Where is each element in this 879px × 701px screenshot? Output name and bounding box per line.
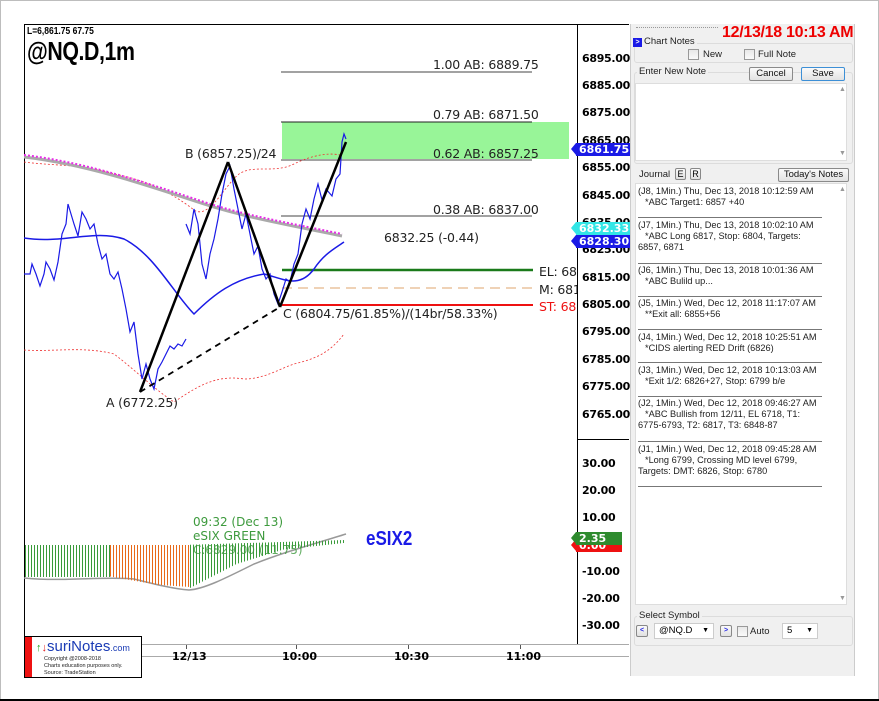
indicator-tick: 20.00: [582, 484, 616, 497]
stop-level-label: ST: 68: [539, 299, 577, 314]
last-price-line: L=6,861.75 67.75: [27, 26, 94, 37]
price-tick: 6815.00: [582, 271, 631, 284]
price-tick: 6795.00: [582, 325, 631, 338]
cancel-button[interactable]: Cancel: [749, 67, 793, 81]
journal-entry[interactable]: (J8, 1Min.) Thu, Dec 13, 2018 10:12:59 A…: [638, 186, 814, 207]
journal-entry[interactable]: (J3, 1Min.) Wed, Dec 12, 2018 10:13:03 A…: [638, 365, 817, 386]
time-label: 10:00: [282, 650, 318, 663]
auto-checkbox-label: Auto: [750, 626, 770, 637]
ma-fast-tag: 6832.33: [570, 222, 632, 235]
esix-close: C:6829.00 (11.75): [193, 543, 303, 557]
arrow-down-icon: ↓: [41, 642, 48, 654]
esix-histogram: [24, 533, 347, 591]
current-reference-label: 6832.25 (-0.44): [384, 230, 479, 245]
chart-notes-label: Chart Notes: [642, 36, 697, 47]
datetime-display: 12/13/18 10:13 AM: [722, 24, 854, 41]
new-checkbox[interactable]: [688, 49, 699, 60]
journal-scroll-up-icon[interactable]: ▲: [839, 186, 846, 193]
target-zone: [282, 122, 569, 159]
fib-level-1-00: 1.00 AB: 6889.75: [433, 57, 539, 72]
fib-level-0-79: 0.79 AB: 6871.50: [433, 107, 539, 122]
time-axis: [24, 644, 629, 657]
esix-indicator-title: eSIX2: [366, 528, 413, 550]
auto-checkbox[interactable]: [737, 626, 748, 637]
save-button[interactable]: Save: [801, 67, 845, 81]
symbol-dropdown[interactable]: @NQ.D ▼: [654, 623, 714, 639]
chart-area[interactable]: [24, 24, 629, 657]
journal-entry[interactable]: (J1, 1Min.) Wed, Dec 12, 2018 09:45:28 A…: [638, 444, 817, 476]
fib-level-0-62: 0.62 AB: 6857.25: [433, 146, 539, 161]
axis-divider: [577, 439, 629, 440]
journal-entry[interactable]: (J7, 1Min.) Thu, Dec 13, 2018 10:02:10 A…: [638, 220, 814, 252]
point-c-label: C (6804.75/61.85%)/(14br/58.33%): [283, 306, 498, 321]
chevron-down-icon: ▼: [702, 627, 709, 634]
fib-level-0-38: 0.38 AB: 6837.00: [433, 202, 539, 217]
indicator-tick: -20.00: [582, 592, 620, 605]
point-a-label: A (6772.25): [106, 395, 178, 410]
new-note-textarea[interactable]: [635, 83, 847, 161]
price-chart-canvas[interactable]: [24, 24, 577, 644]
journal-e-button[interactable]: E: [675, 168, 686, 180]
indicator-value-tag: 2.35: [571, 532, 622, 545]
journal-entry[interactable]: (J5, 1Min.) Wed, Dec 12, 2018 11:17:07 A…: [638, 298, 816, 319]
prev-symbol-button[interactable]: <: [636, 625, 648, 637]
surinotes-logo: ↑↓suriNotes.com Copyright @2008-2018 Cha…: [24, 636, 142, 678]
journal-label: Journal: [637, 169, 673, 180]
journal-list[interactable]: (J8, 1Min.) Thu, Dec 13, 2018 10:12:59 A…: [635, 183, 847, 605]
journal-scroll-down-icon[interactable]: ▼: [839, 595, 846, 602]
journal-r-button[interactable]: R: [690, 168, 701, 180]
expand-chart-notes-icon[interactable]: >: [633, 38, 642, 47]
last-price-tag: 6861.75: [570, 143, 632, 156]
time-label: 11:00: [506, 650, 542, 663]
entry-level-label: EL: 681: [539, 264, 577, 279]
indicator-tick: -10.00: [582, 565, 620, 578]
scroll-up-icon[interactable]: ▲: [839, 86, 846, 93]
esix-status: eSIX GREEN: [193, 529, 266, 543]
todays-notes-button[interactable]: Today's Notes: [778, 168, 849, 182]
price-tick: 6875.00: [582, 106, 631, 119]
arrow-up-icon: ↑: [36, 642, 42, 654]
full-note-checkbox[interactable]: [744, 49, 755, 60]
journal-entry[interactable]: (J2, 1Min.) Wed, Dec 12, 2018 09:46:27 A…: [638, 398, 817, 430]
price-tick: 6805.00: [582, 298, 631, 311]
next-symbol-button[interactable]: >: [720, 625, 732, 637]
ma-slow-tag: 6828.30: [570, 235, 632, 248]
enter-note-label: Enter New Note: [637, 66, 709, 77]
journal-entry[interactable]: (J4, 1Min.) Wed, Dec 12, 2018 10:25:51 A…: [638, 332, 817, 353]
esix-time: 09:32 (Dec 13): [193, 515, 284, 529]
price-axis[interactable]: [577, 24, 629, 644]
price-tick: 6845.00: [582, 189, 631, 202]
price-tick: 6855.00: [582, 161, 631, 174]
chevron-down-icon: ▼: [806, 627, 813, 634]
indicator-tick: 10.00: [582, 511, 616, 524]
price-tick: 6765.00: [582, 408, 631, 421]
chart-symbol-title: @NQ.D,1m: [27, 36, 135, 66]
price-tick: 6885.00: [582, 79, 631, 92]
time-label: 12/13: [172, 650, 207, 663]
full-note-checkbox-label: Full Note: [758, 49, 797, 60]
new-checkbox-label: New: [703, 49, 723, 60]
price-tick: 6785.00: [582, 353, 631, 366]
price-tick: 6775.00: [582, 380, 631, 393]
mid-level-label: M: 681: [539, 282, 577, 297]
point-b-label: B (6857.25)/24: [185, 146, 277, 161]
price-tick: 6895.00: [582, 52, 631, 65]
scroll-down-icon[interactable]: ▼: [839, 150, 846, 157]
count-dropdown[interactable]: 5 ▼: [782, 623, 818, 639]
indicator-tick: -30.00: [582, 619, 620, 632]
esix-bars-green-1: [25, 545, 110, 577]
indicator-tick: 30.00: [582, 457, 616, 470]
select-symbol-label: Select Symbol: [637, 610, 702, 621]
time-label: 10:30: [394, 650, 430, 663]
journal-entry[interactable]: (J6, 1Min.) Thu, Dec 13, 2018 10:01:36 A…: [638, 265, 814, 286]
